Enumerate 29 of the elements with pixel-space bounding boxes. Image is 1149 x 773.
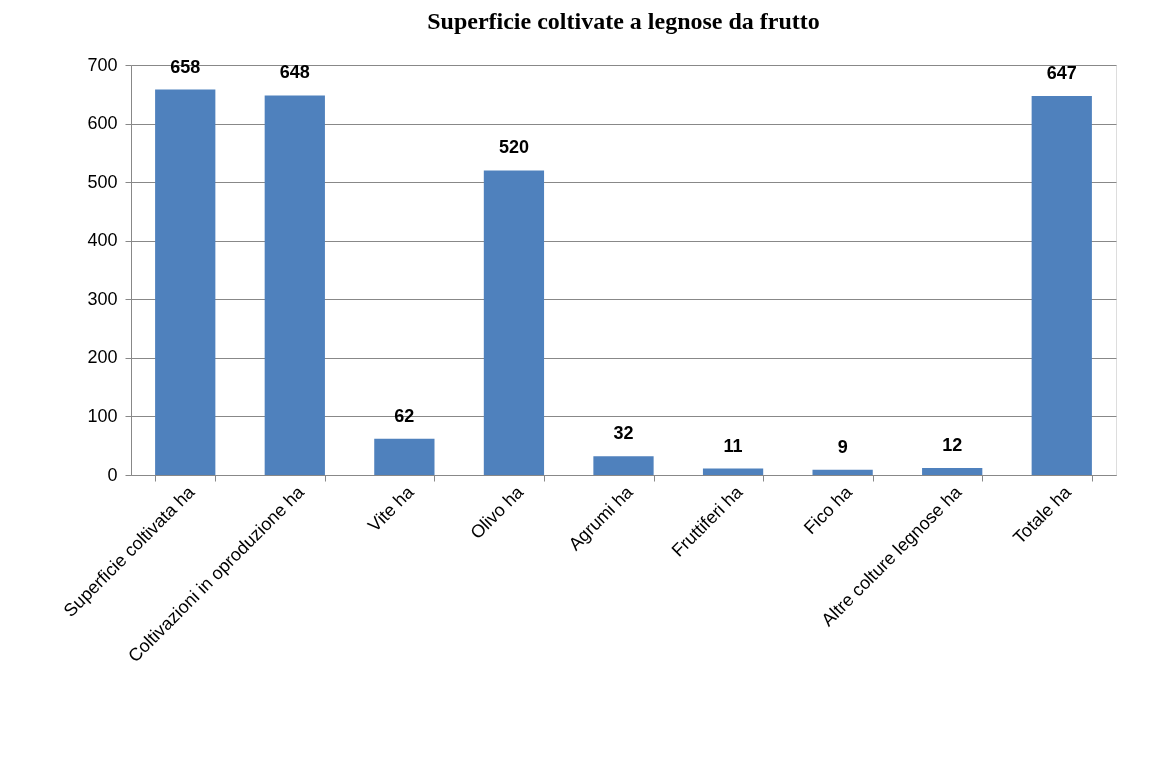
data-label: 32 [613,423,634,444]
bar [374,438,435,475]
x-tick-label: Fico ha [799,481,857,538]
bar [593,456,654,475]
data-label: 12 [942,434,963,455]
bar [812,469,873,475]
y-tick-label: 600 [87,113,118,134]
chart-title: Superficie coltivate a legnose da frutto [427,8,820,34]
x-tick-label: Vite ha [364,481,419,536]
bar [483,170,545,475]
bar [1031,96,1092,475]
y-tick-label: 400 [87,230,118,251]
y-tick-label: 0 [107,464,118,485]
y-tick-label: 200 [87,347,118,368]
y-tick-label: 700 [87,54,118,75]
y-tick-label: 500 [87,171,118,192]
y-tick-label: 100 [87,405,118,426]
bar [702,468,764,475]
data-label: 520 [498,137,529,158]
bar [922,467,983,475]
data-label: 62 [394,405,415,426]
y-tick-label: 300 [87,288,118,309]
data-label: 11 [723,435,743,456]
bar [264,95,325,475]
bar [155,89,216,475]
data-label: 658 [170,56,201,77]
data-label: 9 [837,436,848,457]
data-label: 648 [279,62,310,83]
data-label: 647 [1046,63,1077,84]
